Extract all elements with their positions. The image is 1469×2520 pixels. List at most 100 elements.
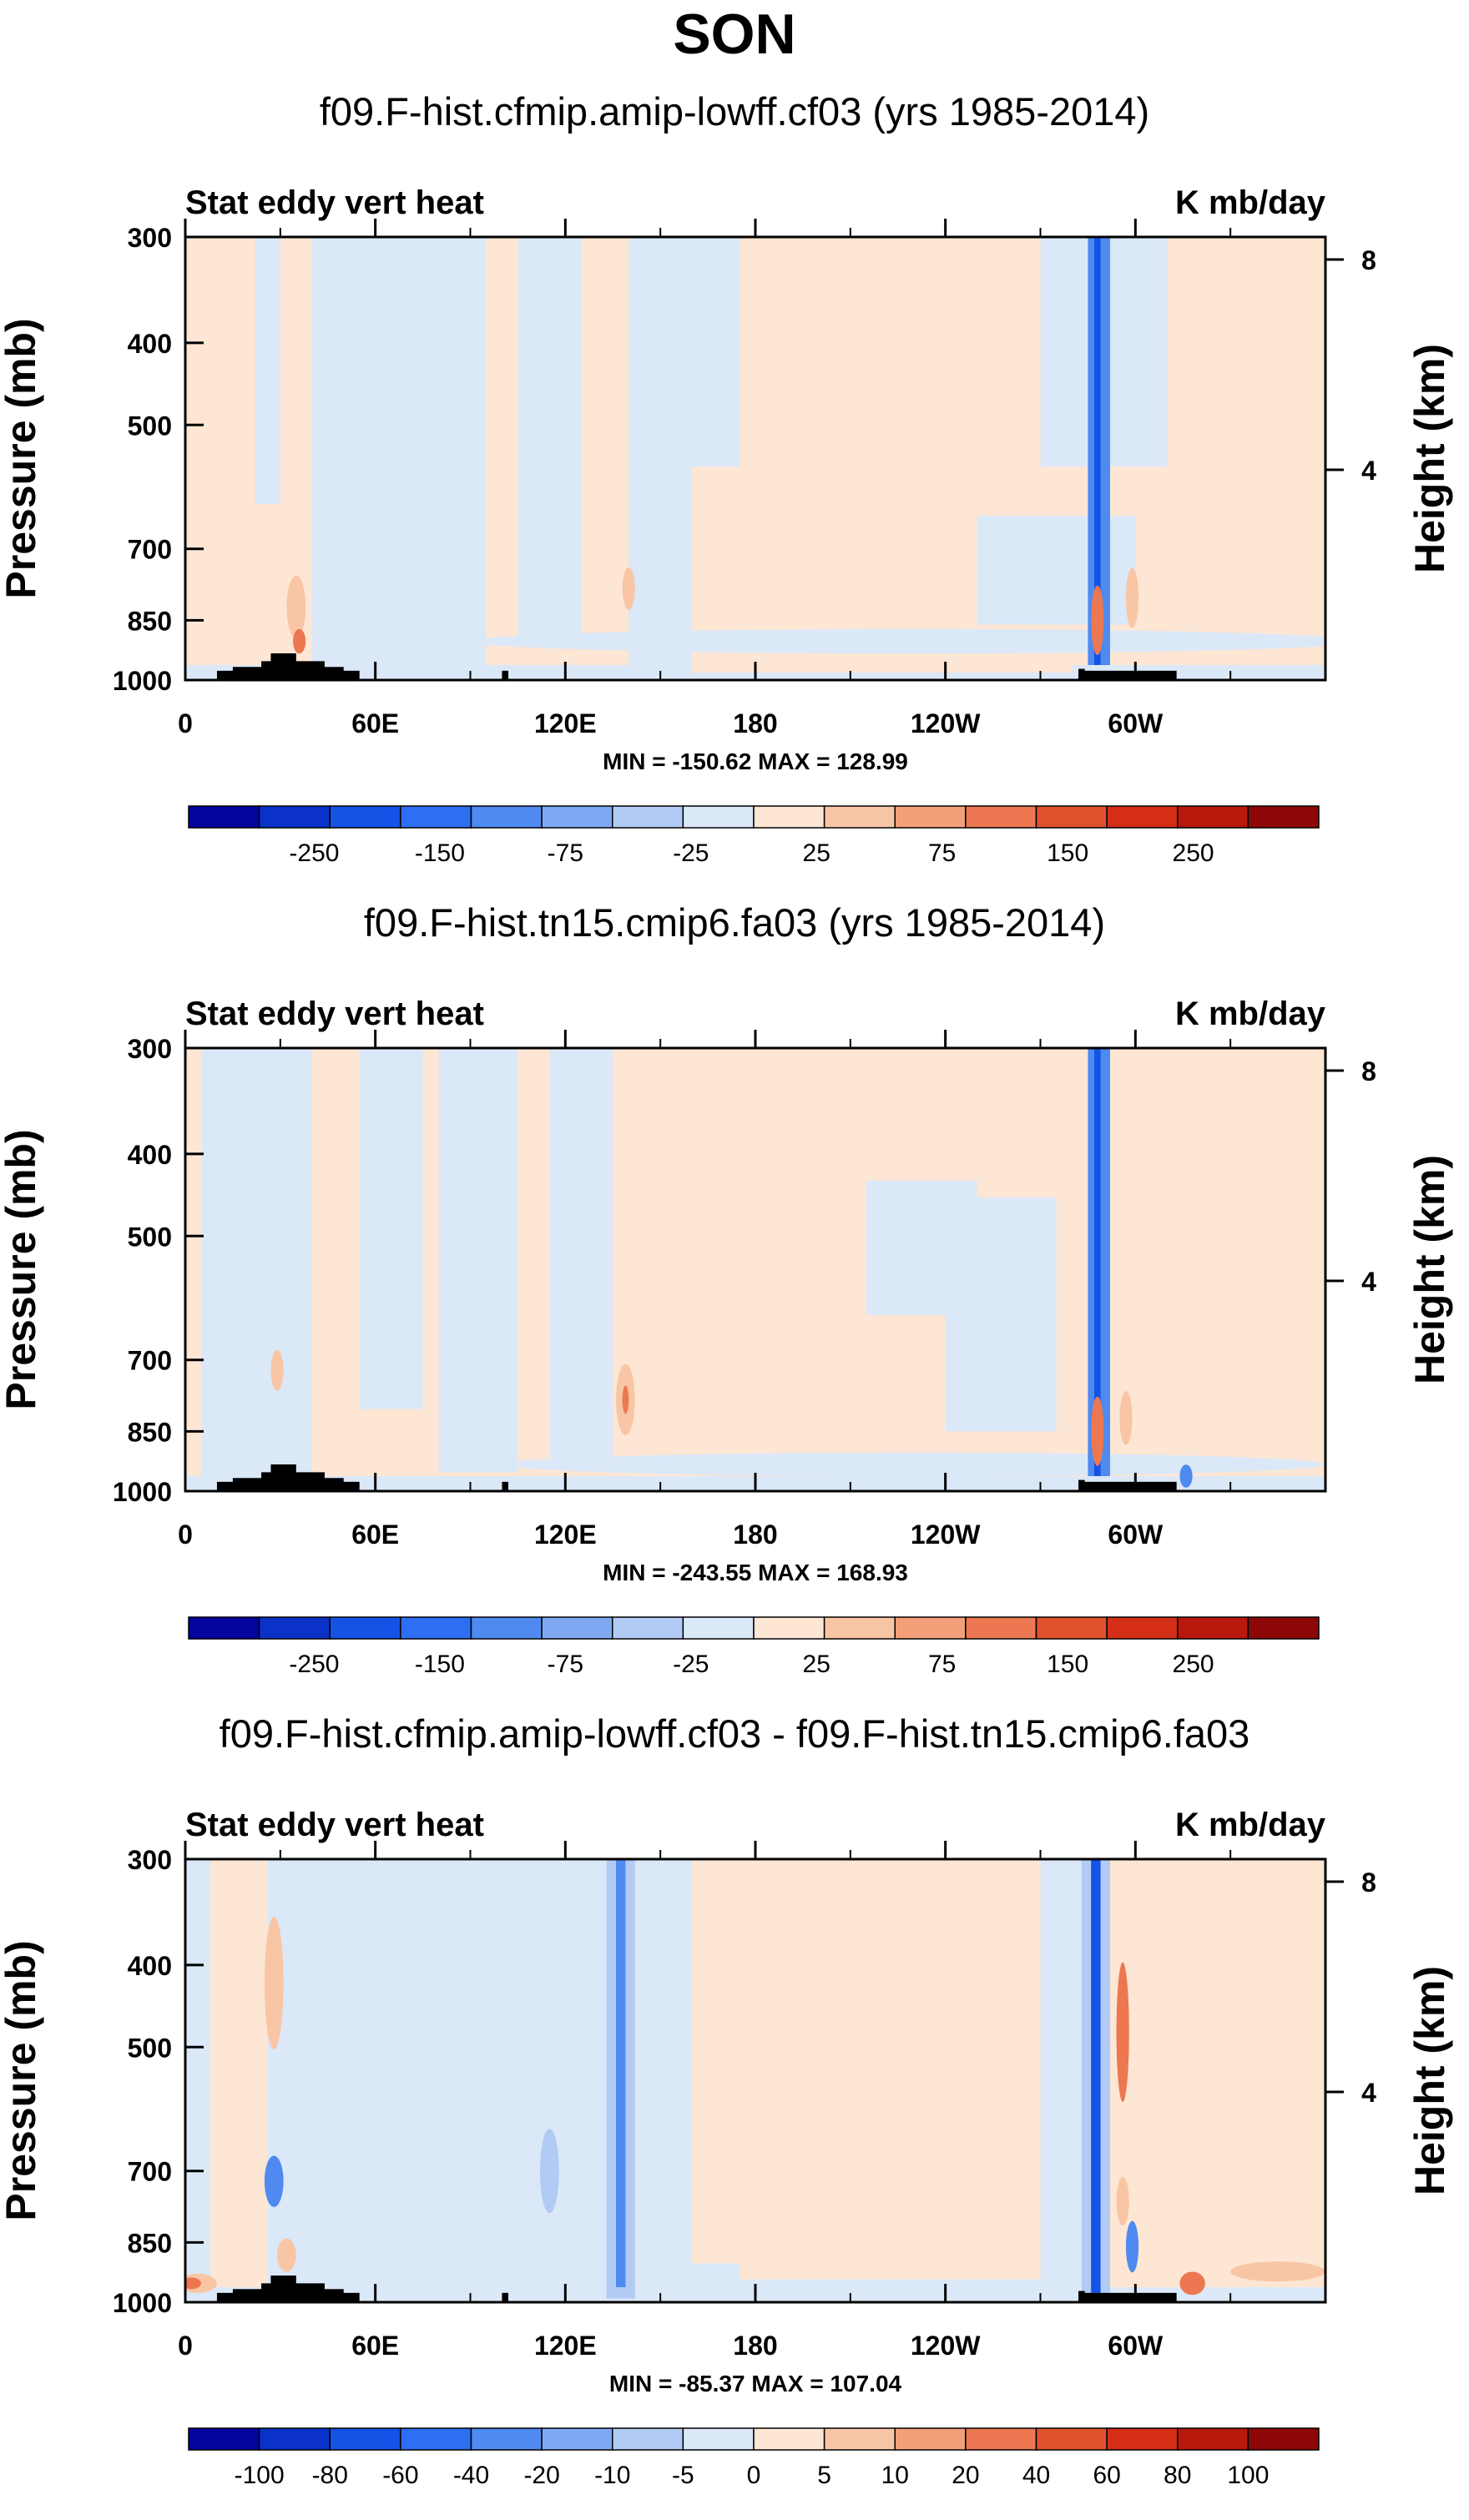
contour-region bbox=[502, 1452, 1325, 1477]
colorbar-box bbox=[400, 1616, 472, 1640]
y-tick-label: 300 bbox=[128, 1845, 172, 1875]
contour-region bbox=[277, 2238, 296, 2272]
y-right-tick-label: 4 bbox=[1361, 1267, 1376, 1297]
right-string: K mb/day bbox=[1175, 995, 1326, 1032]
colorbar-box bbox=[329, 1616, 401, 1640]
topography bbox=[1081, 670, 1177, 680]
y-tick-label: 850 bbox=[128, 606, 172, 636]
left-string: Stat eddy vert heat bbox=[185, 995, 484, 1032]
contour-region bbox=[264, 2155, 284, 2207]
colorbar-label: 60 bbox=[1093, 2462, 1120, 2489]
colorbar-box bbox=[188, 2427, 260, 2451]
colorbar-box bbox=[1247, 805, 1320, 829]
colorbar-box bbox=[823, 2427, 896, 2451]
colorbar-label: -150 bbox=[415, 1651, 465, 1678]
colorbar-box bbox=[400, 2427, 472, 2451]
y-axis-title: Pressure (mb) bbox=[0, 1129, 44, 1409]
contour-region bbox=[210, 1859, 268, 2287]
y-right-axis-title: Height (km) bbox=[1406, 1155, 1453, 1384]
y-axis-title: Pressure (mb) bbox=[0, 318, 44, 598]
colorbar-box bbox=[470, 1616, 543, 1640]
colorbar-label: 80 bbox=[1164, 2462, 1191, 2489]
colorbar-box bbox=[329, 2427, 401, 2451]
contour-region bbox=[1230, 2261, 1325, 2282]
colorbar-label: 40 bbox=[1022, 2462, 1050, 2489]
y-tick-label: 700 bbox=[128, 1346, 172, 1376]
colorbar-box bbox=[894, 1616, 967, 1640]
colorbar-box bbox=[1106, 805, 1179, 829]
colorbar-box bbox=[258, 1616, 331, 1640]
colorbar-box bbox=[541, 2427, 613, 2451]
contour-region bbox=[945, 1197, 1057, 1432]
contour-region bbox=[264, 1916, 284, 2050]
colorbar-box bbox=[258, 2427, 331, 2451]
y-tick-label: 400 bbox=[128, 1140, 172, 1170]
colorbar-label: -80 bbox=[312, 2462, 348, 2489]
topography bbox=[502, 1481, 509, 1491]
x-tick-label: 180 bbox=[733, 708, 777, 738]
y-right-tick-label: 4 bbox=[1361, 456, 1376, 486]
y-tick-label: 850 bbox=[128, 1417, 172, 1447]
x-tick-label: 60W bbox=[1108, 708, 1164, 738]
colorbar-box bbox=[612, 805, 684, 829]
panel-1: f09.F-hist.cfmip.amip-lowff.cf03 (yrs 19… bbox=[0, 88, 1469, 898]
contour-region bbox=[286, 575, 306, 639]
colorbar-box bbox=[400, 805, 472, 829]
contour-region bbox=[185, 1048, 1325, 1491]
colorbar-box bbox=[1035, 2427, 1108, 2451]
y-tick-label: 1000 bbox=[113, 666, 172, 696]
colorbar-label: -25 bbox=[673, 1651, 709, 1678]
contour-region bbox=[255, 237, 280, 505]
colorbar-box bbox=[753, 2427, 825, 2451]
x-tick-label: 180 bbox=[733, 2331, 777, 2361]
contour-region bbox=[1091, 1396, 1104, 1466]
colorbar-label: -100 bbox=[235, 2462, 285, 2489]
right-string: K mb/day bbox=[1175, 184, 1326, 221]
colorbar-box bbox=[682, 1616, 755, 1640]
x-tick-label: 60E bbox=[351, 1520, 399, 1550]
y-right-tick-label: 8 bbox=[1361, 1867, 1376, 1898]
chart-svg: Stat eddy vert heat K mb/day 0 60E 120E 180 12… bbox=[0, 995, 1453, 1678]
colorbar-box bbox=[965, 1616, 1037, 1640]
y-axis-title: Pressure (mb) bbox=[0, 1940, 44, 2220]
contour-region bbox=[539, 2129, 559, 2214]
colorbar-box bbox=[753, 805, 825, 829]
contour-region bbox=[517, 237, 582, 642]
colorbar-box bbox=[682, 2427, 755, 2451]
contour-region bbox=[549, 1048, 613, 1461]
colorbar-label: -10 bbox=[594, 2462, 630, 2489]
colorbar-label: 150 bbox=[1047, 1651, 1088, 1678]
contour-region bbox=[1103, 1859, 1325, 2287]
left-string: Stat eddy vert heat bbox=[185, 1807, 484, 1843]
x-tick-label: 120W bbox=[911, 708, 981, 738]
colorbar-label: -250 bbox=[289, 1651, 339, 1678]
contour-region bbox=[1179, 2271, 1205, 2296]
colorbar-box bbox=[1247, 2427, 1320, 2451]
topography bbox=[280, 2286, 306, 2302]
contour-region bbox=[1116, 2176, 1129, 2226]
contour-region bbox=[622, 1385, 629, 1414]
right-string: K mb/day bbox=[1175, 1807, 1326, 1843]
contour-region bbox=[270, 1349, 284, 1391]
y-tick-label: 300 bbox=[128, 223, 172, 253]
colorbar-box bbox=[894, 2427, 967, 2451]
contour-region bbox=[293, 628, 306, 654]
contour-region bbox=[1094, 1048, 1101, 1476]
contour-region bbox=[1091, 585, 1104, 655]
colorbar-box bbox=[823, 805, 896, 829]
min-max-label: MIN = -150.62 MAX = 128.99 bbox=[603, 748, 908, 774]
contour-region bbox=[1119, 1391, 1133, 1445]
chart-svg: Stat eddy vert heat K mb/day 0 60E 120E 180 12… bbox=[0, 1807, 1453, 2489]
colorbar-box bbox=[612, 2427, 684, 2451]
colorbar-box bbox=[1035, 1616, 1108, 1640]
colorbar-box bbox=[470, 2427, 543, 2451]
colorbar-box bbox=[1177, 2427, 1249, 2451]
y-tick-label: 700 bbox=[128, 535, 172, 565]
colorbar-box bbox=[965, 805, 1037, 829]
colorbar-label: -75 bbox=[548, 1651, 583, 1678]
colorbar-box bbox=[1106, 2427, 1179, 2451]
y-tick-label: 500 bbox=[128, 1222, 172, 1252]
colorbar-label: 250 bbox=[1173, 1651, 1214, 1678]
panel-title: f09.F-hist.cfmip.amip-lowff.cf03 (yrs 19… bbox=[319, 89, 1150, 134]
contour-region bbox=[438, 1048, 518, 1473]
